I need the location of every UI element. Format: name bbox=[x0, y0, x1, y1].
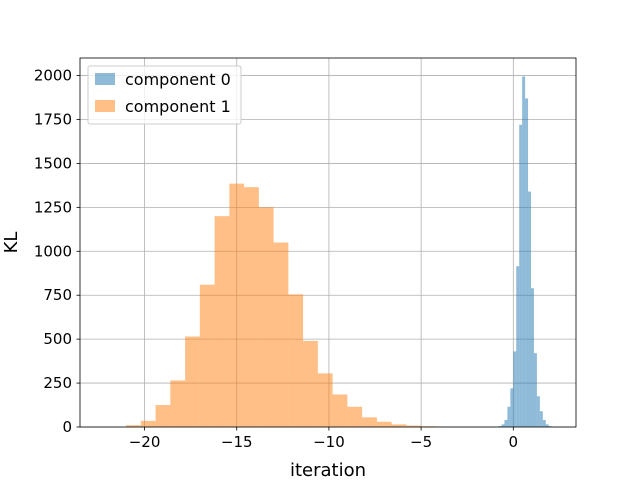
histogram-bar-component-1 bbox=[214, 216, 230, 427]
histogram-bar-component-1 bbox=[155, 405, 171, 427]
histogram-bar-component-1 bbox=[303, 340, 318, 427]
histogram-bar-component-0 bbox=[507, 406, 511, 427]
histogram-bar-component-0 bbox=[501, 424, 505, 427]
histogram-bar-component-0 bbox=[548, 426, 552, 427]
histogram-bar-component-0 bbox=[522, 76, 526, 427]
bars-layer bbox=[126, 76, 552, 428]
histogram-bar-component-1 bbox=[229, 183, 245, 427]
histogram-bar-component-0 bbox=[542, 419, 546, 427]
y-axis-label: KL bbox=[1, 232, 22, 254]
histogram-bar-component-0 bbox=[533, 353, 537, 427]
y-tick-label: 1500 bbox=[34, 154, 72, 172]
histogram-bar-component-1 bbox=[362, 417, 377, 427]
y-tick-label: 0 bbox=[62, 418, 72, 436]
histogram-bar-component-1 bbox=[170, 380, 186, 427]
legend-label-component-0: component 0 bbox=[125, 70, 231, 89]
y-tick-label: 250 bbox=[43, 374, 72, 392]
histogram-bar-component-0 bbox=[528, 191, 532, 427]
histogram-bar-component-0 bbox=[536, 396, 540, 427]
legend-swatch-component-0 bbox=[95, 73, 115, 85]
histogram-bar-component-1 bbox=[273, 242, 289, 427]
histogram-bar-component-0 bbox=[504, 419, 508, 427]
histogram-bar-component-1 bbox=[406, 425, 422, 427]
legend: component 0 component 1 bbox=[87, 65, 242, 125]
x-tick-label: −10 bbox=[313, 433, 345, 451]
axes-frame bbox=[79, 57, 577, 428]
histogram-bar-component-1 bbox=[376, 421, 392, 427]
histogram-bar-component-0 bbox=[539, 411, 543, 427]
y-tick-label: 2000 bbox=[34, 67, 72, 85]
x-tick-label: −5 bbox=[410, 433, 432, 451]
histogram-bar-component-0 bbox=[519, 124, 523, 428]
histogram-bar-component-1 bbox=[244, 187, 259, 427]
legend-swatch-component-1 bbox=[95, 100, 115, 112]
y-tick-label: 750 bbox=[43, 286, 72, 304]
histogram-bar-component-0 bbox=[545, 424, 549, 427]
histogram-bar-component-0 bbox=[510, 388, 514, 427]
histogram-bar-component-0 bbox=[498, 426, 502, 427]
legend-label-component-1: component 1 bbox=[125, 97, 231, 116]
y-tick-label: 1000 bbox=[34, 242, 72, 260]
x-axis-label: iteration bbox=[290, 460, 366, 480]
histogram-bar-component-1 bbox=[258, 207, 274, 427]
histogram-bar-component-1 bbox=[199, 284, 215, 427]
histogram-bar-component-1 bbox=[288, 294, 304, 427]
histogram-bar-component-0 bbox=[525, 98, 529, 428]
y-tick-label: 1250 bbox=[34, 198, 72, 216]
x-tick-label: −20 bbox=[129, 433, 161, 451]
histogram-bar-component-0 bbox=[513, 351, 517, 427]
y-tick-label: 500 bbox=[43, 330, 72, 348]
histogram-bar-component-1 bbox=[140, 420, 156, 427]
histogram-bar-component-0 bbox=[531, 288, 534, 427]
x-tick-label: −15 bbox=[221, 433, 253, 451]
legend-box bbox=[87, 65, 242, 125]
histogram-bar-component-0 bbox=[516, 266, 520, 427]
ticks-layer: −20 −15 −10 −5 0 0 250 500 750 1000 1250 1500 1750 20… bbox=[34, 67, 518, 451]
y-tick-label: 1750 bbox=[34, 111, 72, 129]
histogram-bar-component-1 bbox=[126, 425, 141, 427]
x-tick-label: 0 bbox=[509, 433, 519, 451]
histogram-bar-component-1 bbox=[185, 336, 200, 427]
histogram-bar-component-1 bbox=[332, 394, 348, 427]
histogram-bar-component-1 bbox=[391, 424, 407, 427]
histogram-bar-component-1 bbox=[347, 406, 363, 427]
histogram-bar-component-1 bbox=[317, 373, 333, 427]
